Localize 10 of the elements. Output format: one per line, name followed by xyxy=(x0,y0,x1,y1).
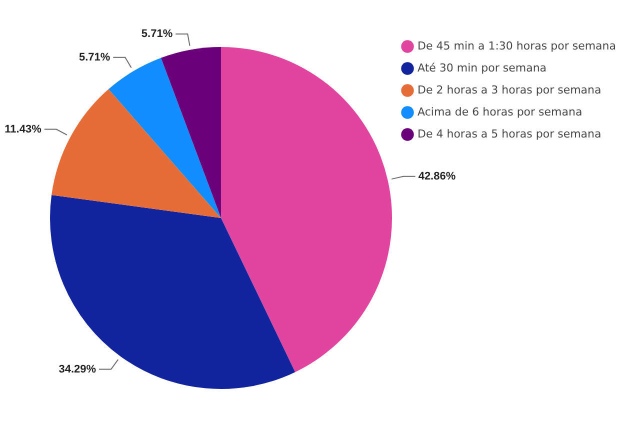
legend-label: Acima de 6 horas por semana xyxy=(418,105,582,118)
legend-label: De 4 horas a 5 horas por semana xyxy=(418,127,602,140)
legend-label: Até 30 min por semana xyxy=(418,61,547,74)
data-label: 11.43% xyxy=(4,123,42,136)
legend-label: De 2 horas a 3 horas por semana xyxy=(418,83,602,96)
data-label: 5.71% xyxy=(141,28,173,40)
data-label: 42.86% xyxy=(418,170,456,182)
legend-label: De 45 min a 1:30 horas por semana xyxy=(418,39,616,52)
data-label: 34.29% xyxy=(58,363,96,376)
data-label: 5.71% xyxy=(78,51,110,64)
